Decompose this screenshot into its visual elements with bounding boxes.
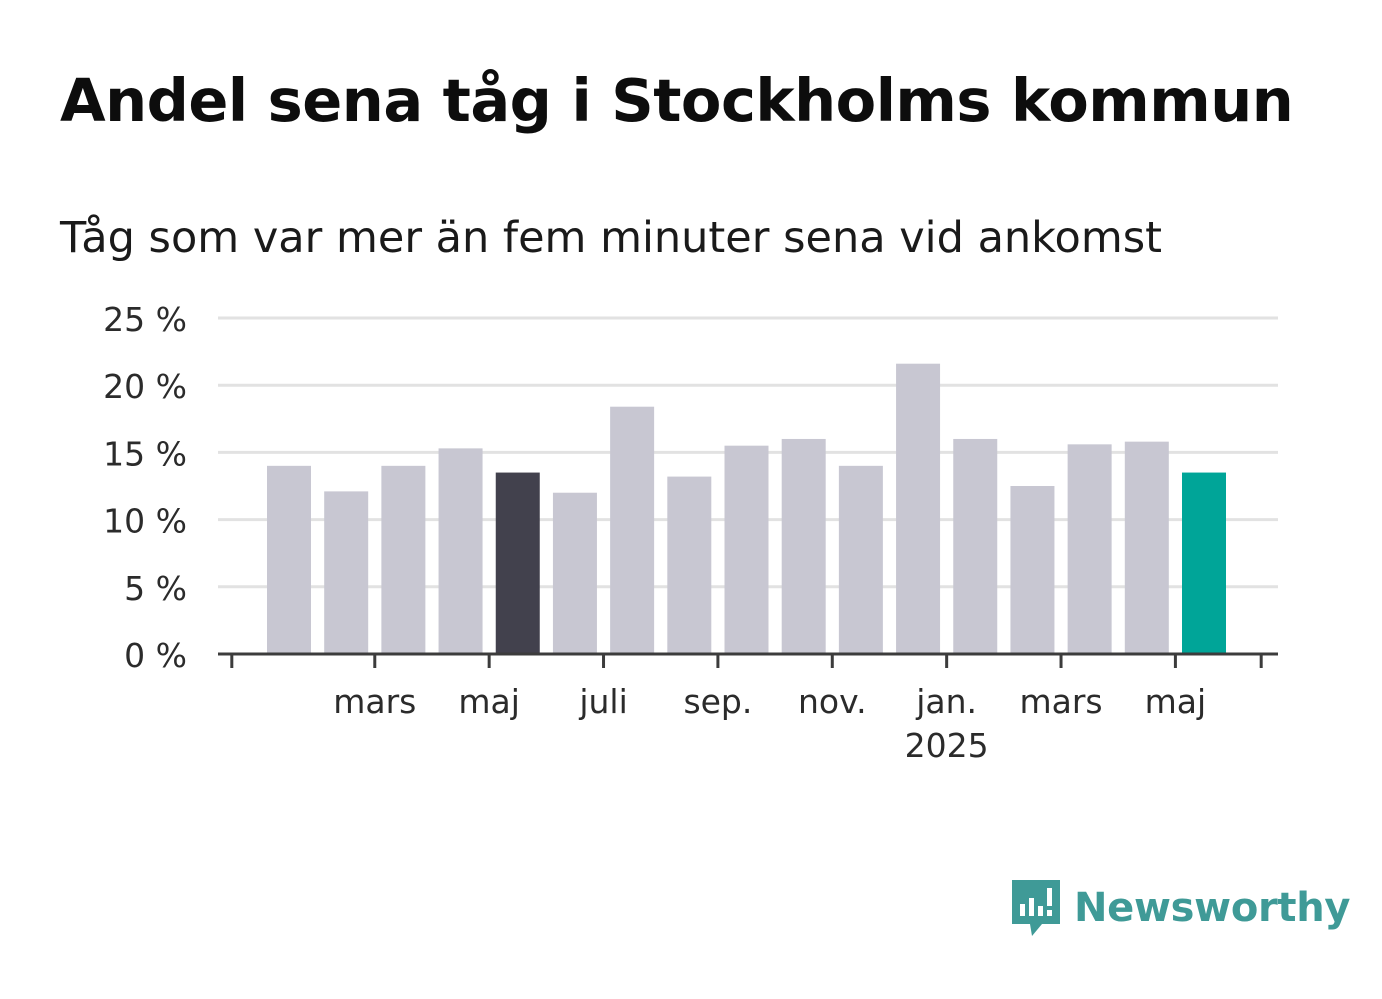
x-tick-label: mars xyxy=(1019,682,1102,721)
bar-2025-04 xyxy=(1067,444,1112,654)
y-tick-label: 10 % xyxy=(103,502,187,541)
x-tick-label: maj xyxy=(1145,682,1207,721)
x-axis xyxy=(218,652,1278,668)
bar-2024-05 xyxy=(438,448,483,654)
bar-2024-04 xyxy=(381,465,426,654)
brand-name: Newsworthy xyxy=(1074,885,1351,931)
y-axis-labels: 0 % 5 % 10 % 15 % 20 % 25 % xyxy=(103,300,187,675)
bar-2024-09 xyxy=(667,476,712,654)
newsworthy-logo-icon xyxy=(1012,880,1060,936)
x-tick-label: maj xyxy=(458,682,520,721)
bar-2024-03 xyxy=(324,491,369,654)
x-tick-label: sep. xyxy=(683,682,752,721)
bar-2024-12 xyxy=(838,465,883,654)
x-tick-label: juli xyxy=(578,682,627,721)
x-tick-label: jan. xyxy=(915,682,977,721)
bar-2024-10 xyxy=(724,445,769,654)
x-tick-label: mars xyxy=(333,682,416,721)
chart-title: Andel sena tåg i Stockholms kommun xyxy=(60,66,1294,135)
y-tick-label: 5 % xyxy=(124,569,187,608)
y-tick-label: 25 % xyxy=(103,300,187,339)
y-tick-label: 0 % xyxy=(124,636,187,675)
bar-2024-08 xyxy=(610,406,655,654)
brand-logo: Newsworthy xyxy=(1010,878,1351,938)
y-tick-label: 20 % xyxy=(103,367,187,406)
bar-2025-02 xyxy=(953,438,998,654)
bar-2024-07 xyxy=(552,492,597,654)
bar-2025-06 xyxy=(1182,472,1226,654)
bar-2024-02 xyxy=(267,465,311,654)
y-tick-label: 15 % xyxy=(103,434,187,473)
bar-2024-06 xyxy=(495,472,540,654)
bar-2024-11 xyxy=(781,438,826,654)
bars xyxy=(267,363,1226,654)
x-tick-sublabel: 2025 xyxy=(905,726,989,765)
bar-2025-01 xyxy=(896,363,941,654)
bar-2025-05 xyxy=(1124,441,1169,654)
chart-subtitle: Tåg som var mer än fem minuter sena vid … xyxy=(60,213,1163,263)
bar-2025-03 xyxy=(1010,486,1055,654)
x-tick-label: nov. xyxy=(798,682,867,721)
x-axis-labels: mars maj juli sep. nov. jan. 2025 mars maj xyxy=(333,682,1206,765)
